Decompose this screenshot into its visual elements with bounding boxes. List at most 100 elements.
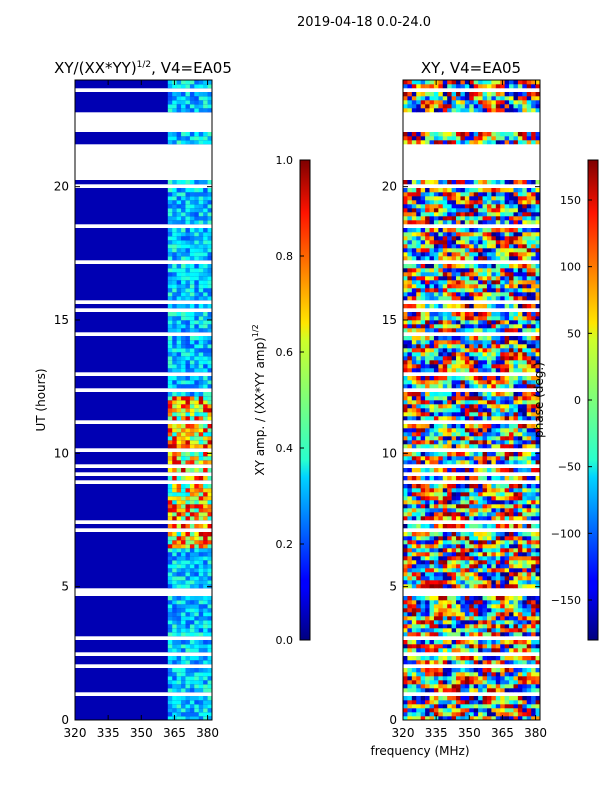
amp-heatmap-cell <box>185 512 191 517</box>
phase-heatmap-cell <box>482 700 488 705</box>
amp-heatmap-cell <box>181 668 186 673</box>
phase-heatmap-cell <box>486 424 492 429</box>
phase-heatmap-cell <box>522 236 528 241</box>
amp-heatmap-cell <box>198 476 204 481</box>
phase-heatmap-cell <box>464 220 470 225</box>
phase-heatmap-cell <box>495 288 501 293</box>
phase-heatmap-cell <box>486 704 492 709</box>
phase-heatmap-cell <box>456 644 461 649</box>
amp-heatmap-cell <box>203 100 208 105</box>
phase-heatmap-cell <box>447 584 452 589</box>
amp-heatmap-cell <box>181 364 186 369</box>
phase-heatmap-cell <box>456 696 461 701</box>
amp-heatmap-cell <box>198 180 204 185</box>
phase-heatmap-cell <box>460 616 466 621</box>
phase-heatmap-cell <box>469 380 475 385</box>
phase-heatmap-cell <box>460 276 466 281</box>
phase-heatmap-cell <box>504 240 510 245</box>
amp-heatmap-cell <box>189 556 195 561</box>
phase-heatmap-cell <box>531 268 536 273</box>
phase-heatmap-cell <box>420 620 426 625</box>
amp-heatmap-cell <box>167 604 173 609</box>
amp-heatmap-cell <box>198 376 204 381</box>
phase-heatmap-cell <box>464 572 470 577</box>
phase-heatmap-cell <box>522 608 528 613</box>
phase-heatmap-cell <box>442 712 448 717</box>
phase-heatmap-cell <box>509 188 514 193</box>
phase-heatmap-cell <box>491 540 497 545</box>
amp-heatmap-cell <box>172 556 177 561</box>
phase-heatmap-cell <box>473 244 479 249</box>
phase-heatmap-cell <box>438 644 444 649</box>
phase-heatmap-cell <box>451 280 457 285</box>
phase-heatmap-cell <box>433 364 439 369</box>
phase-heatmap-cell <box>438 556 444 561</box>
amp-heatmap-cell <box>167 560 173 565</box>
phase-heatmap-cell <box>513 548 519 553</box>
phase-heatmap-cell <box>469 612 475 617</box>
phase-heatmap-cell <box>469 384 475 389</box>
phase-heatmap-cell <box>495 660 501 665</box>
amp-heatmap-cell <box>203 96 208 101</box>
amp-heatmap-cell <box>167 492 173 497</box>
amp-heatmap-row <box>75 708 212 713</box>
phase-heatmap-cell <box>447 364 452 369</box>
phase-heatmap-cell <box>526 256 532 261</box>
phase-heatmap-cell <box>473 400 479 405</box>
phase-heatmap-cell <box>420 360 426 365</box>
amp-heatmap-cell <box>185 324 191 329</box>
amp-heatmap-cell <box>207 640 213 645</box>
phase-heatmap-cell <box>478 220 483 225</box>
phase-heatmap-cell <box>517 596 523 601</box>
phase-heatmap-cell <box>460 708 466 713</box>
phase-heatmap-cell <box>491 512 497 517</box>
phase-heatmap-cell <box>495 360 501 365</box>
phase-heatmap-cell <box>403 580 408 585</box>
phase-heatmap-cell <box>531 604 536 609</box>
amp-heatmap-cell <box>198 92 204 97</box>
phase-heatmap-cell <box>495 600 501 605</box>
phase-heatmap-cell <box>460 432 466 437</box>
phase-heatmap-cell <box>456 552 461 557</box>
phase-heatmap-cell <box>486 492 492 497</box>
amp-heatmap-cell <box>172 364 177 369</box>
phase-heatmap-cell <box>442 696 448 701</box>
amp-heatmap-cell <box>185 712 191 717</box>
phase-heatmap-cell <box>509 288 514 293</box>
amp-heatmap-cell <box>172 484 177 489</box>
phase-heatmap-cell <box>447 140 452 145</box>
amp-heatmap-cell <box>172 512 177 517</box>
phase-heatmap-cell <box>460 208 466 213</box>
phase-heatmap-cell <box>460 200 466 205</box>
amp-heatmap-cell <box>167 208 173 213</box>
phase-heatmap-cell <box>531 364 536 369</box>
phase-heatmap-cell <box>407 140 413 145</box>
amp-heatmap-cell <box>198 500 204 505</box>
phase-heatmap-cell <box>517 360 523 365</box>
phase-heatmap-cell <box>460 368 466 373</box>
phase-heatmap-cell <box>522 564 528 569</box>
phase-heatmap-cell <box>442 268 448 273</box>
amp-heatmap-cell <box>198 456 204 461</box>
phase-heatmap-cell <box>478 284 483 289</box>
phase-heatmap-cell <box>420 400 426 405</box>
phase-heatmap-cell <box>460 456 466 461</box>
phase-heatmap-cell <box>531 212 536 217</box>
phase-heatmap-cell <box>473 196 479 201</box>
amp-heatmap-row <box>75 540 212 545</box>
phase-heatmap-cell <box>491 140 497 145</box>
amp-heatmap-cell <box>189 524 195 529</box>
phase-heatmap-cell <box>420 316 426 321</box>
amp-heatmap-cell <box>167 236 173 241</box>
phase-heatmap-cell <box>407 412 413 417</box>
phase-heatmap-cell <box>469 500 475 505</box>
phase-heatmap-cell <box>513 400 519 405</box>
phase-heatmap-cell <box>403 240 408 245</box>
amp-heatmap-cell <box>176 604 182 609</box>
phase-heatmap-cell <box>473 436 479 441</box>
amp-heatmap-cell <box>194 496 200 501</box>
phase-heatmap-cell <box>438 456 444 461</box>
phase-heatmap-cell <box>464 516 470 521</box>
phase-heatmap-cell <box>416 604 421 609</box>
phase-heatmap-cell <box>495 292 501 297</box>
